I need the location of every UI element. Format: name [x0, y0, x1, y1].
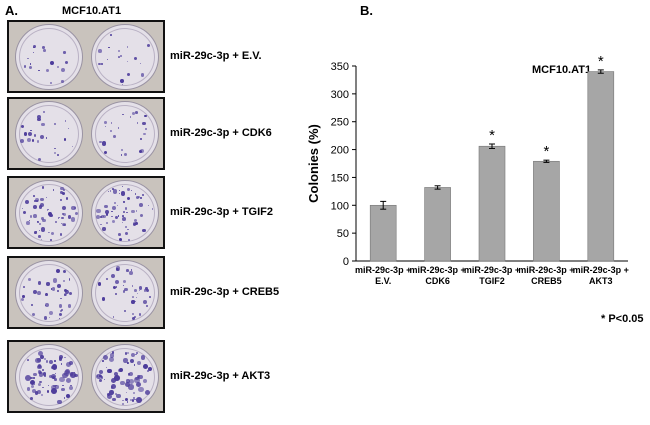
- plate-image: [7, 97, 165, 170]
- significance-marker: *: [598, 53, 604, 70]
- x-tick-label: miR-29c-3p +: [464, 265, 520, 275]
- x-tick-label: miR-29c-3p +: [518, 265, 574, 275]
- significance-note: * P<0.05: [601, 313, 644, 325]
- plate-row-label: miR-29c-3p + AKT3: [170, 370, 271, 382]
- dish-left: [15, 344, 83, 410]
- panel-b-label: B.: [360, 3, 373, 18]
- bar: [587, 71, 615, 262]
- dish-left: [15, 260, 83, 326]
- significance-marker: *: [489, 127, 495, 144]
- plate-row-label: miR-29c-3p + TGIF2: [170, 206, 274, 218]
- plate-image: [7, 256, 165, 329]
- y-axis-label: Colonies (%): [306, 124, 321, 203]
- bar: [533, 160, 560, 262]
- plate-image: [7, 176, 165, 249]
- x-tick-label: miR-29c-3p +: [355, 265, 411, 275]
- y-tick-label: 300: [331, 89, 349, 101]
- plate-row-label: miR-29c-3p + E.V.: [170, 50, 262, 62]
- dish-left: [15, 24, 83, 90]
- plate-image: [7, 20, 165, 93]
- significance-marker: *: [543, 143, 549, 160]
- x-tick-label: E.V.: [375, 276, 391, 286]
- y-tick-label: 200: [331, 145, 349, 157]
- dish-right: [91, 344, 159, 410]
- chart-title: MCF10.AT1: [532, 64, 591, 76]
- plate-row-label: miR-29c-3p + CREB5: [170, 286, 280, 298]
- x-tick-label: CDK6: [425, 276, 450, 286]
- y-tick-label: 350: [331, 61, 349, 73]
- x-tick-label: miR-29c-3p +: [409, 265, 465, 275]
- x-tick-label: CREB5: [531, 276, 562, 286]
- x-tick-label: TGIF2: [479, 276, 505, 286]
- dish-right: [91, 180, 159, 246]
- y-tick-label: 50: [337, 228, 349, 240]
- dish-right: [91, 101, 159, 167]
- dish-left: [15, 101, 83, 167]
- plate-image: [7, 340, 165, 413]
- dish-right: [91, 260, 159, 326]
- y-tick-label: 100: [331, 200, 349, 212]
- bar: [478, 145, 506, 262]
- plates-title: MCF10.AT1: [62, 5, 122, 17]
- panel-a-label: A.: [5, 3, 18, 18]
- x-tick-label: AKT3: [589, 276, 613, 286]
- y-tick-label: 0: [343, 256, 349, 268]
- bar: [369, 204, 397, 262]
- bar: [424, 187, 451, 262]
- y-tick-label: 250: [331, 117, 349, 129]
- y-tick-label: 150: [331, 172, 349, 184]
- dish-left: [15, 180, 83, 246]
- x-tick-label: miR-29c-3p +: [573, 265, 629, 275]
- dish-right: [91, 24, 159, 90]
- plate-row-label: miR-29c-3p + CDK6: [170, 127, 272, 139]
